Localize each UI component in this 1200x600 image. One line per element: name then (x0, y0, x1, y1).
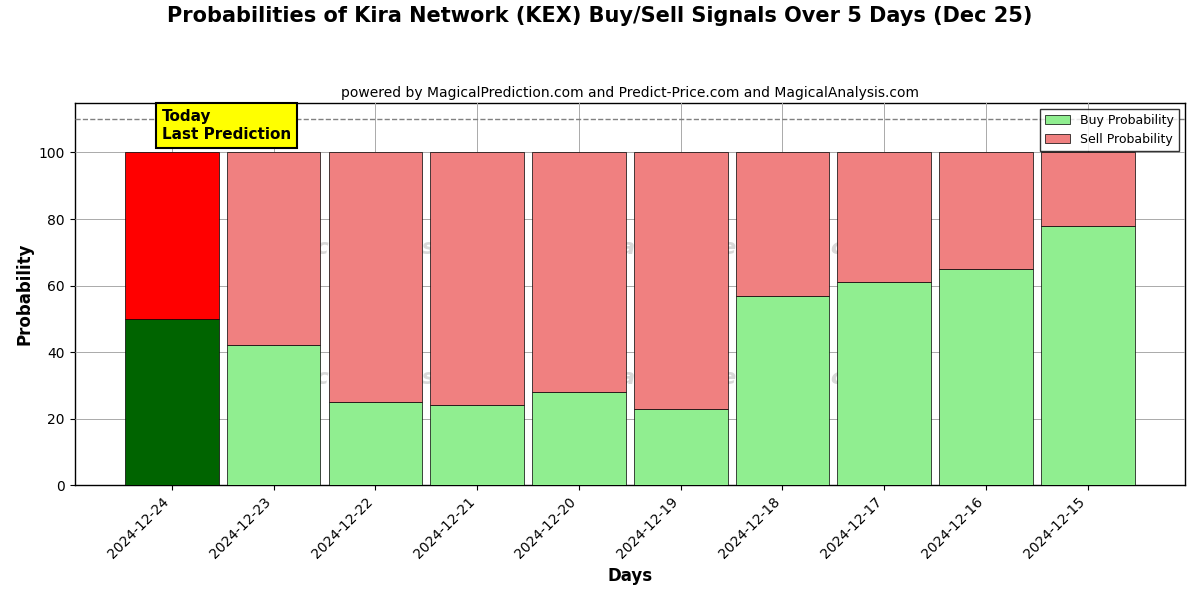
Text: Today
Last Prediction: Today Last Prediction (162, 109, 292, 142)
Bar (634, 409, 727, 485)
Text: MagicalPrediction.com: MagicalPrediction.com (599, 238, 883, 258)
Bar (736, 152, 829, 296)
Bar (329, 402, 422, 485)
Bar (1040, 152, 1134, 226)
Text: Probabilities of Kira Network (KEX) Buy/Sell Signals Over 5 Days (Dec 25): Probabilities of Kira Network (KEX) Buy/… (167, 6, 1033, 26)
Bar (329, 152, 422, 402)
Bar (227, 152, 320, 346)
Bar (838, 282, 931, 485)
Bar (125, 152, 218, 319)
Title: powered by MagicalPrediction.com and Predict-Price.com and MagicalAnalysis.com: powered by MagicalPrediction.com and Pre… (341, 86, 919, 100)
Bar (838, 152, 931, 282)
Text: MagicalPrediction.com: MagicalPrediction.com (599, 368, 883, 388)
Bar (1040, 226, 1134, 485)
X-axis label: Days: Days (607, 567, 653, 585)
Bar (940, 152, 1033, 269)
Text: MagicalAnalysis.com: MagicalAnalysis.com (256, 368, 516, 388)
Bar (634, 152, 727, 409)
Bar (431, 152, 524, 406)
Bar (125, 319, 218, 485)
Bar (227, 346, 320, 485)
Legend: Buy Probability, Sell Probability: Buy Probability, Sell Probability (1040, 109, 1178, 151)
Bar (532, 152, 625, 392)
Bar (940, 269, 1033, 485)
Bar (532, 392, 625, 485)
Text: MagicalAnalysis.com: MagicalAnalysis.com (256, 238, 516, 258)
Bar (736, 296, 829, 485)
Bar (431, 406, 524, 485)
Y-axis label: Probability: Probability (16, 242, 34, 345)
